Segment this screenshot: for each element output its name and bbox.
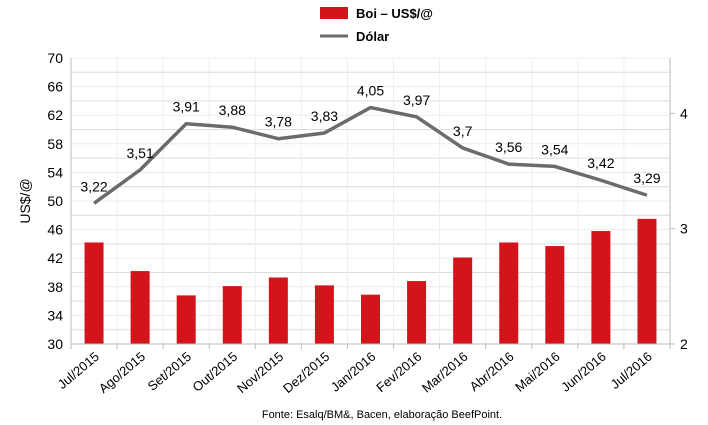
y-tick-label: 54 xyxy=(47,164,63,180)
x-tick-label: Nov/2015 xyxy=(234,349,286,396)
bar-jun-2016 xyxy=(591,231,611,344)
y2-tick-label: 3 xyxy=(680,221,688,237)
x-tick-label: Jul/2016 xyxy=(608,349,655,392)
bar-abr-2016 xyxy=(499,242,519,344)
bar-jul-2016 xyxy=(637,218,657,344)
bar-jan-2016 xyxy=(361,294,380,344)
x-tick-label: Jul/2015 xyxy=(55,349,102,392)
bar-dez-2015 xyxy=(314,285,334,344)
legend-label-dolar: Dólar xyxy=(356,29,389,44)
data-label-dolar: 3,83 xyxy=(311,108,338,124)
x-tick-label: Out/2015 xyxy=(190,349,241,395)
data-label-dolar: 3,97 xyxy=(403,92,430,108)
data-label-dolar: 3,88 xyxy=(219,102,246,118)
y-axis-label: US$/@ xyxy=(17,178,33,223)
data-label-dolar: 3,51 xyxy=(126,145,153,161)
bar-mar-2016 xyxy=(453,257,473,344)
x-tick-label: Fev/2016 xyxy=(373,349,424,395)
y-tick-label: 34 xyxy=(47,307,63,323)
labels: 3,22 3,51 3,91 3,88 3,78 3,83 4,05 3,97 3,7 3,56 3… xyxy=(80,83,660,195)
x-tick-label: Dez/2015 xyxy=(280,349,332,396)
y-tick-label: 66 xyxy=(47,79,63,95)
data-label-dolar: 3,22 xyxy=(80,178,107,194)
bar-jul-2015 xyxy=(84,242,104,344)
x-tick-label: Jan/2016 xyxy=(328,349,379,395)
y-tick-label: 38 xyxy=(47,279,63,295)
bar-ago-2015 xyxy=(130,271,150,344)
bar-out-2015 xyxy=(222,286,242,344)
y-tick-label: 46 xyxy=(47,222,63,238)
bar-set-2015 xyxy=(176,295,196,344)
bar-fev-2016 xyxy=(407,281,427,344)
x-tick-label: Abr/2016 xyxy=(467,349,517,394)
data-label-dolar: 3,78 xyxy=(265,114,292,130)
data-label-dolar: 3,42 xyxy=(587,155,614,171)
data-label-dolar: 3,7 xyxy=(453,123,473,139)
legend-label-boi: Boi – US$/@ xyxy=(356,6,433,21)
x-tick-label: Jun/2016 xyxy=(558,349,609,395)
legend: Boi – US$/@ Dólar xyxy=(320,6,433,44)
data-label-dolar: 3,56 xyxy=(495,139,522,155)
bar-mai-2016 xyxy=(545,246,565,344)
x-tick-label: Ago/2015 xyxy=(96,349,148,396)
data-label-dolar: 3,54 xyxy=(541,141,568,157)
x-tick-label: Mar/2016 xyxy=(419,349,471,396)
y-tick-label: 42 xyxy=(47,250,63,266)
x-tick-label: Mai/2016 xyxy=(512,349,563,395)
dolar-line xyxy=(93,105,648,205)
legend-swatch-boi xyxy=(320,7,348,19)
data-label-dolar: 4,05 xyxy=(357,83,384,99)
dolar-series-line xyxy=(93,105,648,205)
data-label-dolar: 3,91 xyxy=(173,99,200,115)
source-note: Fonte: Esalq/BM&, Bacen, elaboração Beef… xyxy=(262,409,502,421)
y-tick-label: 50 xyxy=(47,193,63,209)
y2-tick-label: 4 xyxy=(680,105,688,121)
y-tick-label: 70 xyxy=(47,50,63,66)
bar-nov-2015 xyxy=(268,277,288,344)
y2-tick-label: 2 xyxy=(680,336,688,352)
bars xyxy=(84,218,657,344)
data-label-dolar: 3,29 xyxy=(633,170,660,186)
gridlines xyxy=(70,57,671,345)
y-tick-label: 62 xyxy=(47,107,63,123)
x-tick-label: Set/2015 xyxy=(145,349,195,394)
y-tick-label: 58 xyxy=(47,136,63,152)
y-tick-label: 30 xyxy=(47,336,63,352)
axes: 3034384246505458626670234Jul/2015Ago/201… xyxy=(47,50,688,396)
